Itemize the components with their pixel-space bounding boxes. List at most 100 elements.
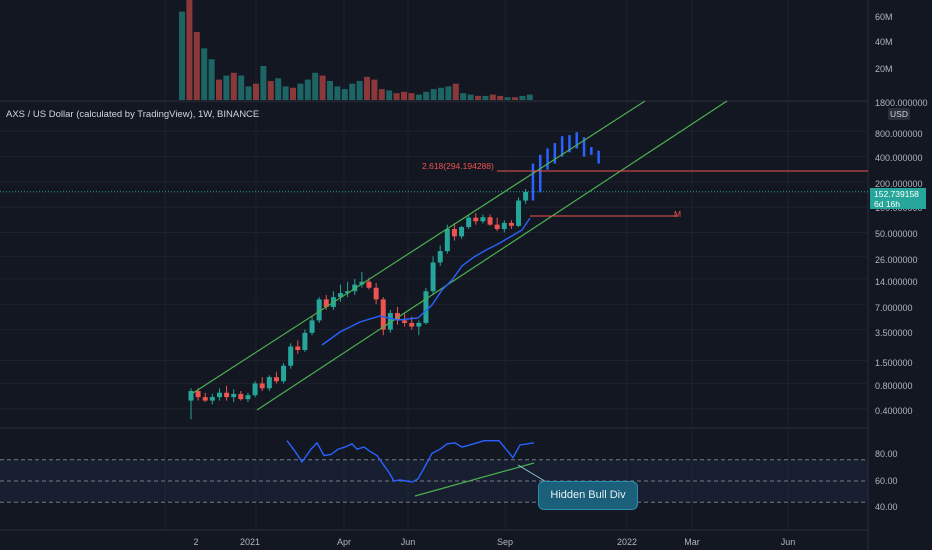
candle-body	[409, 322, 415, 327]
price-axis-label: 0.400000	[875, 406, 913, 416]
volume-bar	[475, 95, 481, 100]
moving-average-line	[321, 217, 531, 346]
volume-bar	[467, 94, 474, 100]
candle-body	[309, 320, 315, 333]
candle-body	[216, 392, 222, 398]
price-axis-label: 400.000000	[875, 153, 923, 163]
overlays	[192, 100, 868, 411]
volume-bar	[245, 86, 252, 100]
volume-bar	[304, 79, 311, 100]
candle-body	[281, 365, 287, 382]
volume-bar	[193, 32, 200, 100]
price-axis-label: 50.000000	[875, 229, 918, 239]
price-axis-label: 3.500000	[875, 328, 913, 338]
callout-pointer	[517, 464, 549, 484]
candle-body	[480, 217, 486, 222]
candle-body	[466, 217, 472, 228]
last-price-tag: 152.739158 6d 16h	[870, 188, 926, 209]
candle-body	[451, 229, 457, 237]
candle-body	[238, 393, 244, 400]
volume-bar	[364, 76, 370, 100]
currency-badge[interactable]: USD	[888, 108, 910, 120]
hidden-bull-div-callout[interactable]: Hidden Bull Div	[538, 481, 638, 510]
volume-bar	[356, 80, 363, 100]
candle-body	[188, 391, 194, 401]
volume-bar	[282, 86, 289, 100]
volume-bar	[393, 93, 400, 100]
volume-bar	[497, 95, 504, 100]
candle-body	[288, 346, 294, 366]
candle-body	[359, 281, 365, 285]
price-axis-label: 0.800000	[875, 381, 913, 391]
candle-body	[416, 322, 422, 327]
price-axis-label: 7.000000	[875, 303, 913, 313]
candle-body	[394, 313, 400, 321]
volume-bar	[297, 83, 304, 100]
price-axis-label: 800.000000	[875, 129, 923, 139]
volume-bar	[238, 75, 245, 100]
volume-bar	[260, 66, 267, 100]
candle-body	[516, 200, 522, 226]
candle-body	[266, 377, 272, 389]
candle-body	[259, 383, 265, 389]
divergence-line	[414, 462, 535, 497]
candle-body	[473, 217, 479, 222]
volume-bar	[512, 97, 518, 100]
price-axis-label: 1.500000	[875, 358, 913, 368]
time-axis-label: Apr	[337, 537, 351, 547]
volume-bar	[334, 86, 341, 100]
candle-body	[202, 397, 208, 401]
fib-extension-label: 2.618(294.194288)	[422, 161, 494, 171]
volume-bar	[179, 11, 185, 101]
candle-body	[373, 287, 379, 300]
volume-axis-label: 40M	[875, 37, 893, 47]
candle-body	[366, 281, 372, 288]
bar-countdown: 6d 16h	[874, 199, 900, 209]
volume-bar	[253, 83, 259, 100]
time-axis-label: 2021	[240, 537, 260, 547]
time-axis-label: 2022	[617, 537, 637, 547]
candle-body	[508, 222, 514, 226]
candle-body	[423, 291, 429, 323]
volume-axis-label: 20M	[875, 64, 893, 74]
candle-body	[231, 393, 237, 398]
volume-bar	[312, 72, 319, 100]
volume-bar	[401, 91, 407, 100]
volume-bar	[445, 86, 452, 100]
candle-body	[444, 229, 450, 252]
volume-bar	[275, 78, 282, 100]
candle-body	[437, 251, 443, 263]
volume-bar	[452, 83, 459, 100]
candle-body	[316, 299, 322, 321]
candle-body	[494, 224, 500, 230]
candles	[188, 188, 529, 420]
volume-bar	[201, 48, 208, 100]
rsi-axis-label: 60.00	[875, 476, 898, 486]
volume-bar	[216, 79, 222, 100]
volume-bar	[327, 80, 333, 100]
time-axis-label: Jun	[401, 537, 416, 547]
volume-bar	[208, 59, 215, 100]
candle-body	[501, 222, 507, 230]
volume-bar	[290, 87, 296, 100]
volume-bar	[349, 83, 356, 100]
candle-body	[338, 293, 344, 298]
volume-bar	[378, 89, 385, 100]
time-axis-label: Mar	[684, 537, 700, 547]
rsi-panel	[286, 440, 549, 497]
volume-bars	[179, 0, 533, 101]
time-axis-label: Sep	[497, 537, 513, 547]
candle-body	[402, 320, 408, 323]
candle-body	[430, 262, 436, 292]
volume-bar	[319, 75, 326, 100]
rsi-axis-label: 40.00	[875, 502, 898, 512]
volume-bar	[423, 91, 430, 100]
volume-bar	[519, 95, 526, 100]
candle-body	[459, 227, 465, 237]
channel-upper-line	[192, 100, 646, 394]
candle-body	[380, 299, 386, 330]
volume-axis-label: 60M	[875, 12, 893, 22]
volume-bar	[408, 93, 415, 100]
rsi-axis-label: 80.00	[875, 449, 898, 459]
